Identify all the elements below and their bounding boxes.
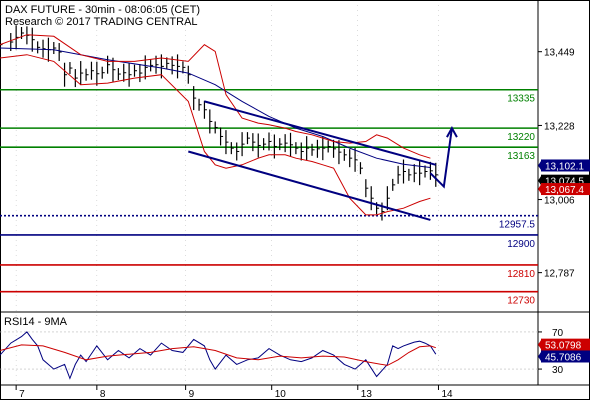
y-tick-label: 13,006 [544,196,575,207]
level-label: 12957.5 [499,220,536,231]
level-label: 13163 [507,151,535,162]
x-tick-label: 7 [19,389,25,400]
price-badge-bg [541,183,590,196]
projection-arrowhead [446,126,458,138]
x-tick-label: 8 [100,389,106,400]
level-label: 12900 [507,239,535,250]
rsi-series [0,331,538,380]
level-label: 12730 [507,296,535,307]
axes: 13,449 13,228 13,006 12,787 70 30 7 8 9 10 13 14 [15,0,575,400]
chart-subtitle: Research © 2017 TRADING CENTRAL [5,16,198,28]
bollinger-upper-line [0,34,431,159]
level-label: 13220 [507,132,535,143]
price-series [0,25,458,221]
rsi-badge: 45.7086 [545,352,582,363]
indicator-title: RSI14 - 9MA [4,316,68,328]
price-badge: 13,067.4 [545,185,584,196]
bollinger-lower-line [0,54,431,216]
channel-upper-line [204,100,437,166]
projection-arrow [429,127,453,189]
level-label: 13335 [507,94,535,105]
price-badge-bg [541,159,590,172]
channel-lower-line [188,150,431,221]
price-badge-pointer [538,159,542,172]
rsi-badge-pointer [538,350,542,363]
rsi-badge-bg [541,338,590,351]
price-badge: 13,102.1 [545,161,584,172]
rsi-badge-pointer [538,338,542,351]
price-badge-pointer [538,183,542,196]
y-tick-label: 12,787 [544,269,575,280]
y-tick-label: 13,228 [544,121,575,132]
x-tick-label: 9 [189,389,195,400]
x-tick-label: 13 [361,389,373,400]
rsi-y-tick-label: 30 [552,365,564,376]
price-badge: 13,074.5 [545,177,584,188]
y-tick-label: 13,449 [544,48,575,59]
x-tick-label: 14 [441,389,453,400]
rsi-y-tick-label: 70 [552,328,564,339]
rsi-badge: 53.0798 [545,341,582,352]
level-label: 12810 [507,269,535,280]
rsi-badge-bg [541,350,590,363]
MA9-line [0,344,436,366]
x-tick-label: 10 [275,389,287,400]
chart-title: DAX FUTURE - 30min - 08:06:05 (CET) [5,4,200,16]
RSI14-line [0,331,437,380]
